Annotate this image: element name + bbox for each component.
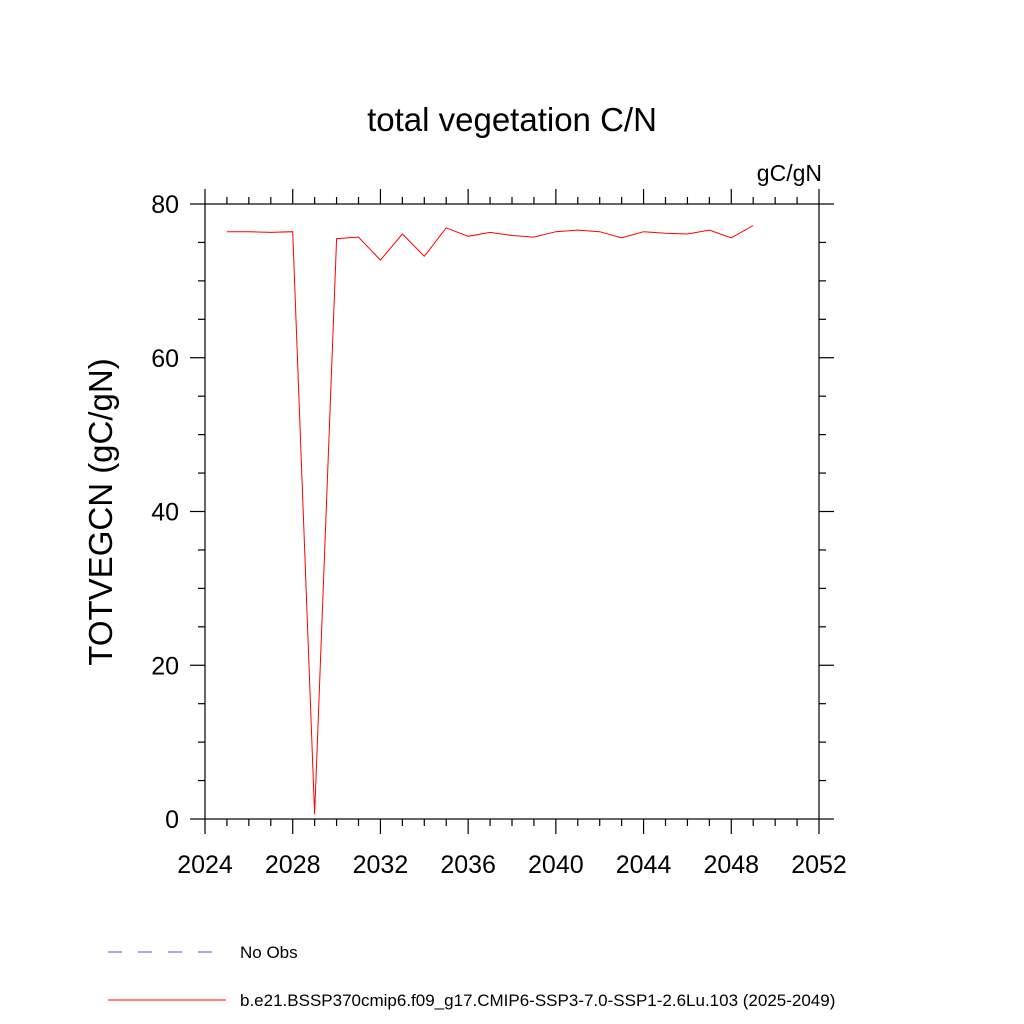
x-tick-label: 2044	[616, 851, 672, 879]
x-tick-label: 2048	[703, 851, 759, 879]
x-tick-label: 2028	[265, 851, 321, 879]
y-tick-label: 40	[151, 499, 179, 527]
y-tick-label: 20	[151, 652, 179, 680]
y-tick-label: 60	[151, 345, 179, 373]
x-tick-label: 2024	[177, 851, 233, 879]
x-tick-label: 2040	[528, 851, 584, 879]
y-tick-label: 0	[165, 806, 179, 834]
plot-frame	[204, 203, 820, 820]
plot-area	[226, 225, 754, 815]
y-axis-label: TOTVEGCN (gC/gN)	[82, 358, 119, 665]
series-line-1	[226, 225, 754, 815]
chart-title: total vegetation C/N	[367, 101, 657, 138]
legend: No Obs b.e21.BSSP370cmip6.f09_g17.CMIP6-S…	[108, 943, 835, 1010]
x-tick-label: 2036	[440, 851, 496, 879]
units-label: gC/gN	[757, 160, 822, 186]
axes: 2024 2028 2032 2036 2040 2044 2048 205202040608…	[151, 189, 847, 879]
x-tick-label: 2052	[791, 851, 847, 879]
x-tick-label: 2032	[353, 851, 409, 879]
y-tick-label: 80	[151, 191, 179, 219]
legend-label: b.e21.BSSP370cmip6.f09_g17.CMIP6-SSP3-7.…	[240, 991, 835, 1010]
legend-label: No Obs	[240, 943, 298, 962]
